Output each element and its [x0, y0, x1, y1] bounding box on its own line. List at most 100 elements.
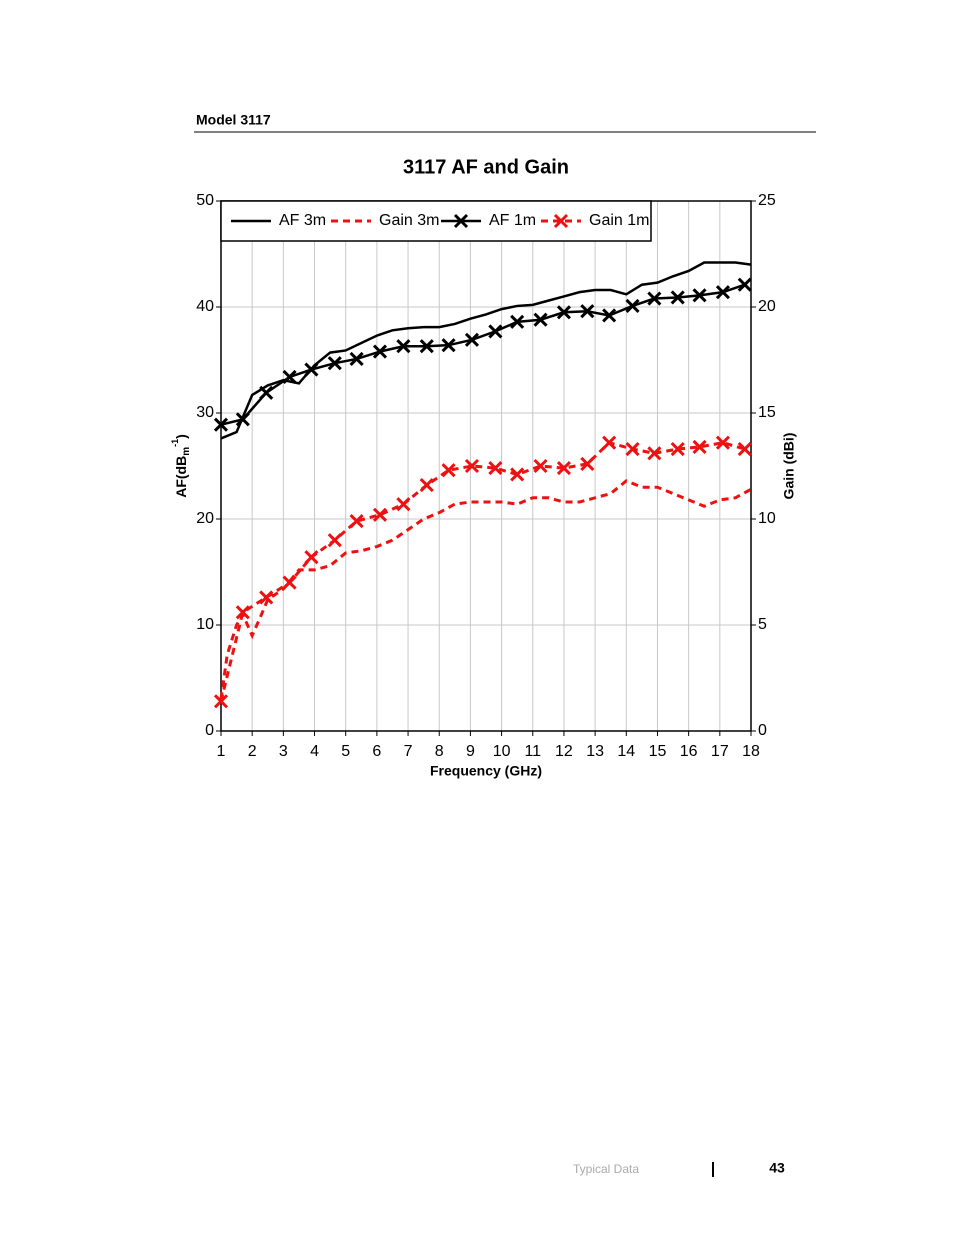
y2-tick-label: 15: [758, 404, 776, 421]
footer-section: Typical Data: [573, 1162, 639, 1176]
marker: [213, 417, 229, 432]
x-tick-label: 10: [493, 743, 511, 760]
legend-marker: [453, 213, 469, 229]
series-line: [219, 479, 752, 700]
y-label-sub: m: [181, 447, 192, 456]
page-number: 43: [769, 1160, 785, 1176]
marker: [625, 298, 640, 314]
y-axis-label: AF(dBm-1): [170, 434, 191, 498]
marker: [670, 441, 685, 457]
x-tick-label: 14: [617, 743, 635, 760]
marker: [488, 461, 503, 476]
x-tick-label: 15: [649, 743, 667, 760]
x-tick-label: 1: [217, 743, 226, 760]
marker: [327, 533, 342, 548]
x-tick-label: 3: [279, 743, 288, 760]
marker: [304, 362, 319, 377]
x-tick-label: 6: [372, 743, 381, 760]
y2-tick-label: 20: [758, 298, 776, 315]
y2-tick-label: 5: [758, 616, 767, 633]
y-label-part: ): [173, 434, 189, 439]
y-tick-label: 10: [196, 616, 214, 633]
marker: [349, 514, 364, 529]
marker: [533, 312, 548, 327]
y2-tick-label: 0: [758, 722, 767, 739]
marker: [533, 458, 548, 474]
marker: [737, 441, 752, 457]
header-title: Model 3117: [196, 112, 271, 128]
x-tick-label: 12: [555, 743, 573, 760]
marker: [372, 344, 388, 359]
plot-area: [221, 201, 751, 731]
y-tick-label: 40: [196, 298, 214, 315]
marker: [670, 290, 685, 305]
marker: [715, 435, 731, 450]
marker: [510, 467, 525, 482]
marker: [715, 285, 731, 300]
y-tick-label: 30: [196, 404, 214, 421]
marker: [213, 694, 229, 709]
marker: [602, 308, 617, 323]
marker: [235, 605, 250, 620]
y-tick-label: 0: [205, 722, 214, 739]
marker: [556, 305, 572, 320]
marker: [419, 478, 434, 493]
y2-tick-label: 10: [758, 510, 776, 527]
marker: [419, 339, 434, 354]
legend-label: Gain 3m: [379, 212, 439, 229]
marker: [282, 369, 297, 385]
marker: [647, 291, 662, 306]
legend-label: AF 3m: [279, 212, 326, 229]
legend-label: Gain 1m: [589, 212, 649, 229]
marker: [396, 339, 411, 354]
marker: [372, 507, 388, 522]
y2-tick-label: 25: [758, 192, 776, 209]
plot: 1 2 3 4 5 6 7 8 9 10 11 12 13 14 15 16 17 180102030405005…: [196, 192, 776, 760]
y2-axis-label: Gain (dBi): [781, 433, 797, 500]
y-tick-label: 20: [196, 510, 214, 527]
marker: [259, 385, 274, 400]
marker: [259, 590, 274, 605]
marker: [510, 314, 525, 329]
marker: [692, 288, 707, 303]
x-tick-label: 2: [248, 743, 257, 760]
x-axis-label: Frequency (GHz): [430, 763, 542, 779]
marker: [441, 338, 456, 353]
x-tick-label: 4: [310, 743, 319, 760]
chart-title: 3117 AF and Gain: [403, 156, 569, 178]
marker: [235, 412, 250, 427]
y-label-sup: -1: [170, 439, 180, 447]
y-tick-label: 50: [196, 192, 214, 209]
y-label-part: AF(dB: [173, 456, 189, 498]
legend-label: AF 1m: [489, 212, 536, 229]
x-tick-label: 9: [466, 743, 475, 760]
marker: [282, 575, 297, 590]
marker: [602, 435, 617, 450]
marker: [580, 456, 595, 471]
marker: [647, 446, 662, 461]
x-tick-label: 18: [742, 743, 760, 760]
marker: [441, 463, 456, 478]
marker: [304, 550, 319, 565]
marker: [349, 351, 364, 367]
marker: [692, 439, 707, 454]
marker: [396, 497, 411, 512]
series-line: [220, 283, 746, 426]
x-tick-label: 16: [680, 743, 698, 760]
marker: [737, 277, 752, 292]
marker: [488, 324, 503, 339]
marker: [556, 461, 572, 476]
x-tick-label: 8: [435, 743, 444, 760]
marker: [580, 304, 595, 319]
x-tick-label: 11: [524, 743, 541, 760]
marker: [625, 441, 640, 457]
marker: [327, 356, 342, 371]
legend: AF 3m Gain 3m AF 1m Gain 1m: [220, 200, 652, 242]
marker: [464, 332, 480, 347]
x-tick-label: 7: [404, 743, 413, 760]
x-tick-label: 17: [711, 743, 729, 760]
legend-marker: [553, 213, 569, 229]
x-tick-label: 13: [586, 743, 604, 760]
